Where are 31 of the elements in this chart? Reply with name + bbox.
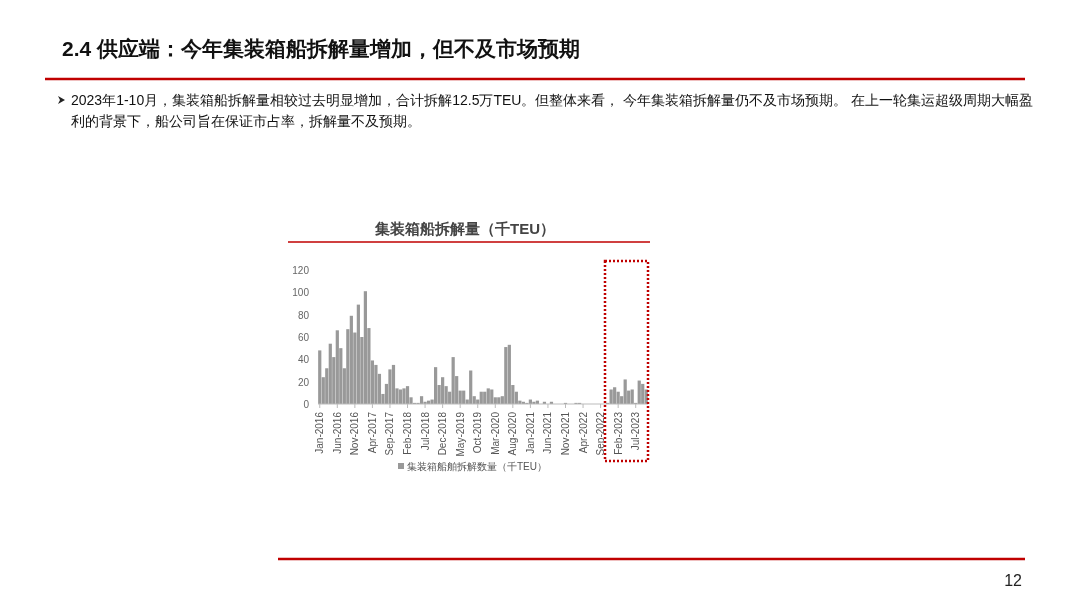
x-tick-label: Sep-2017	[384, 411, 396, 456]
x-tick-label: Oct-2019	[472, 411, 484, 454]
legend-label: 集装箱船舶拆解数量（千TEU）	[407, 461, 547, 472]
y-tick-label: 20	[297, 376, 310, 388]
x-tick-label: Aug-2020	[507, 411, 519, 456]
x-tick-label: May-2019	[454, 411, 466, 457]
x-tick-label: Mar-2020	[489, 411, 501, 455]
y-tick-label: 0	[303, 399, 310, 410]
x-tick-label: Jun-2021	[542, 411, 554, 454]
x-tick-label: Jan-2016	[314, 411, 326, 454]
y-tick-label: 100	[292, 287, 310, 299]
text: 12	[1004, 572, 1023, 589]
y-tick-label: 60	[297, 332, 310, 343]
y-tick-label: 80	[297, 309, 310, 321]
x-tick-label: Sep-2022	[595, 411, 607, 456]
x-tick-label: Jul-2023	[630, 411, 642, 451]
x-tick-label: Apr-2022	[577, 411, 589, 454]
text: 2023年1-10月，集装箱船拆解量相较过去明显增加，合计拆解12.5万TEU。但整体来看， 今年集装箱拆解量仍不及市场预期。 在上一轮集运超级周期大幅盈利的背景下，船公司旨在保证市占率，拆解量不及预期。	[70, 91, 1035, 131]
x-tick-label: Feb-2018	[402, 411, 414, 455]
x-tick-label: Jan-2021	[524, 411, 536, 454]
chart-title: 2.4 供应端：今年集装箱船拆解量增加，但不及市场预期	[62, 37, 581, 60]
x-tick-label: Apr-2017	[366, 411, 378, 454]
x-tick-label: Nov-2016	[349, 411, 361, 456]
x-tick-label: Jul-2018	[419, 411, 431, 451]
x-tick-label: Jun-2016	[331, 411, 343, 454]
x-tick-label: Feb-2023	[612, 411, 624, 455]
chart-subtitle: 集装箱船拆解量（千TEU）	[374, 220, 555, 237]
x-tick-label: Nov-2021	[560, 411, 571, 456]
y-tick-label: 120	[292, 265, 310, 276]
y-tick-label: 40	[297, 354, 310, 366]
x-tick-label: Dec-2018	[437, 411, 449, 456]
